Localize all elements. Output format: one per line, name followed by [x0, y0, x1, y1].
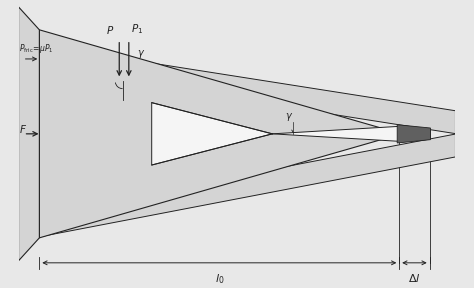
Polygon shape	[39, 30, 401, 238]
Text: $\gamma$: $\gamma$	[285, 111, 293, 123]
Polygon shape	[39, 134, 456, 237]
Text: $\beta$: $\beta$	[204, 118, 212, 132]
Polygon shape	[273, 126, 399, 141]
Polygon shape	[397, 125, 430, 143]
Text: $\gamma$: $\gamma$	[137, 48, 146, 60]
Text: $F$: $F$	[19, 123, 27, 135]
Polygon shape	[18, 7, 39, 261]
Polygon shape	[39, 46, 456, 134]
Polygon shape	[152, 103, 273, 165]
Text: $\Delta l$: $\Delta l$	[408, 272, 421, 284]
Text: $P_{\mathrm{fric}}\!=\!\mu P_1$: $P_{\mathrm{fric}}\!=\!\mu P_1$	[19, 42, 54, 55]
Text: $P_1$: $P_1$	[131, 23, 143, 37]
Text: $l_0$: $l_0$	[215, 272, 224, 286]
Text: $P$: $P$	[106, 24, 114, 37]
